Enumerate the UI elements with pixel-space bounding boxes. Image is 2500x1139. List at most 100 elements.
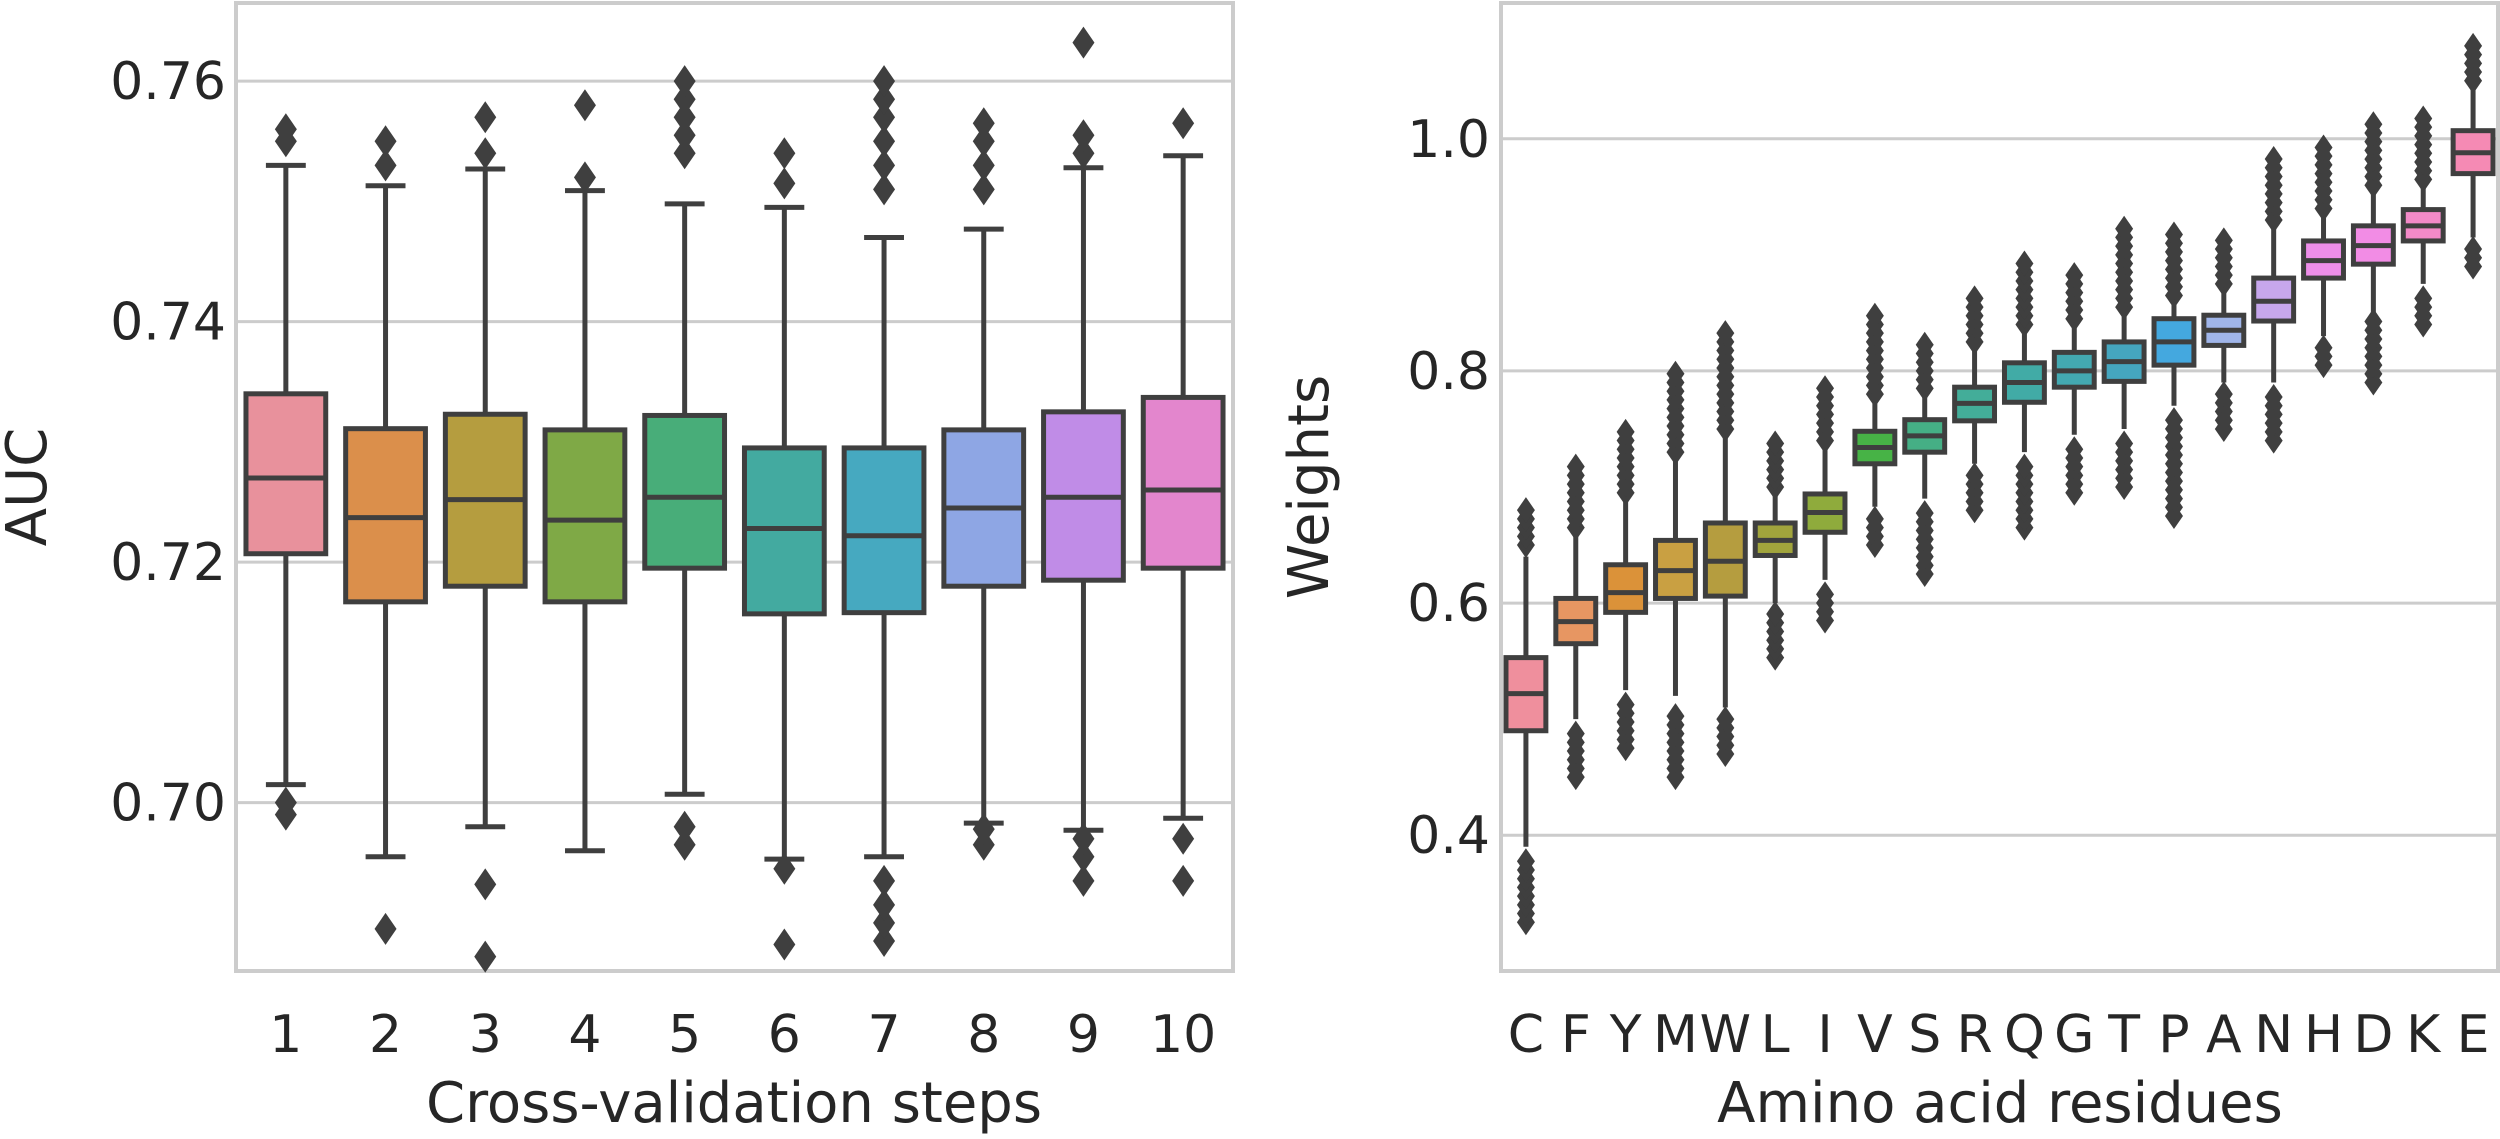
weights-y-axis-label: Weights (1277, 375, 1342, 599)
outlier-point (2464, 32, 2483, 59)
weights-box-M (1653, 360, 1698, 791)
weights-x-tick-label: I (1817, 1005, 1832, 1065)
auc-x-tick-label: 7 (868, 1005, 901, 1065)
outlier-point (972, 149, 995, 182)
auc-x-axis-label: Cross-validation steps (426, 1071, 1042, 1136)
outlier-point (1716, 320, 1735, 347)
outlier-point (1072, 26, 1095, 59)
auc-box-2 (343, 125, 428, 945)
auc-box-7 (841, 65, 927, 957)
auc-box-9 (1041, 26, 1126, 897)
outlier-point (2414, 105, 2433, 132)
outlier-point (1766, 601, 1785, 628)
weights-box-R (1952, 285, 1998, 524)
outlier-point (1072, 840, 1095, 873)
outlier-point (1915, 500, 1934, 527)
auc-y-tick-label: 0.76 (110, 52, 226, 112)
outlier-point (1666, 360, 1685, 387)
auc-x-tick-label: 10 (1150, 1005, 1216, 1065)
weights-x-tick-label: H (2304, 1005, 2343, 1065)
outlier-point (2115, 430, 2134, 457)
outlier-point (1072, 137, 1095, 170)
weights-x-tick-label: T (2107, 1005, 2140, 1065)
outlier-point (1766, 430, 1785, 457)
outlier-point (1965, 285, 1984, 312)
auc-x-tick-label: 4 (568, 1005, 601, 1065)
outlier-point (673, 101, 696, 134)
iqr-box (841, 445, 927, 616)
weights-box-N (2251, 146, 2297, 454)
weights-x-tick-label: K (2406, 1005, 2442, 1065)
outlier-point (873, 888, 896, 921)
outlier-point (2464, 236, 2483, 263)
auc-y-tick-label: 0.70 (110, 774, 226, 834)
weights-x-tick-label: Y (1609, 1005, 1642, 1065)
outlier-point (1865, 505, 1884, 532)
auc-box-3 (442, 101, 528, 973)
outlier-point (374, 149, 397, 182)
weights-box-S (1902, 331, 1948, 588)
outlier-point (2264, 146, 2283, 173)
auc-y-tick-labels: 0.70 0.72 0.74 0.76 (110, 52, 226, 833)
outlier-point (673, 83, 696, 116)
auc-boxplot-chart: 0.70 0.72 0.74 0.76 1 2 3 4 5 6 7 8 9 10 Cross-valid… (0, 1, 1235, 1136)
outlier-point (1566, 720, 1585, 747)
outlier-point (773, 167, 796, 200)
weights-x-tick-label: S (1908, 1005, 1941, 1065)
weights-box-Q (2001, 250, 2047, 541)
outlier-point (773, 137, 796, 170)
weights-x-tick-label: Q (2004, 1005, 2045, 1065)
outlier-point (873, 924, 896, 957)
iqr-box (1140, 394, 1226, 571)
outlier-point (2015, 250, 2034, 277)
outlier-point (773, 852, 796, 885)
outlier-point (474, 940, 497, 973)
iqr-box (642, 412, 728, 571)
weights-x-tick-label: P (2158, 1005, 2189, 1065)
outlier-point (673, 119, 696, 152)
weights-box-F (1553, 453, 1599, 791)
weights-y-tick-label: 1.0 (1407, 110, 1490, 170)
outlier-point (2164, 221, 2183, 248)
outlier-point (2065, 262, 2084, 289)
auc-x-tick-label: 2 (369, 1005, 402, 1065)
auc-x-tick-label: 3 (469, 1005, 502, 1065)
weights-x-tick-label: A (2206, 1005, 2242, 1065)
outlier-point (972, 173, 995, 206)
outlier-point (673, 65, 696, 98)
outlier-point (1516, 497, 1535, 524)
auc-box-1 (243, 113, 329, 831)
outlier-point (374, 125, 397, 158)
weights-x-tick-label: F (1561, 1005, 1591, 1065)
outlier-point (873, 65, 896, 98)
outlier-point (573, 161, 596, 194)
outlier-point (873, 149, 896, 182)
weights-box-I (1802, 375, 1848, 634)
outlier-point (1072, 119, 1095, 152)
outlier-point (1865, 302, 1884, 329)
outlier-point (1616, 418, 1635, 445)
outlier-point (673, 828, 696, 861)
weights-x-tick-label: N (2254, 1005, 2293, 1065)
outlier-point (573, 89, 596, 122)
weights-x-tick-label: R (1957, 1005, 1993, 1065)
outlier-point (873, 83, 896, 116)
weights-x-tick-label: W (1700, 1005, 1751, 1065)
outlier-point (1566, 453, 1585, 480)
auc-x-tick-label: 5 (668, 1005, 701, 1065)
weights-gridlines (1501, 137, 2498, 837)
outlier-point (1172, 822, 1195, 855)
outlier-point (2214, 381, 2233, 408)
outlier-point (873, 101, 896, 134)
outlier-point (2414, 285, 2433, 312)
weights-box-L (1752, 430, 1798, 671)
outlier-point (972, 813, 995, 846)
outlier-point (1072, 864, 1095, 897)
outlier-point (474, 137, 497, 170)
auc-y-axis-label: AUC (0, 428, 60, 546)
outlier-point (274, 786, 297, 819)
auc-box-5 (642, 65, 728, 861)
weights-plot-area (1499, 1, 2500, 973)
